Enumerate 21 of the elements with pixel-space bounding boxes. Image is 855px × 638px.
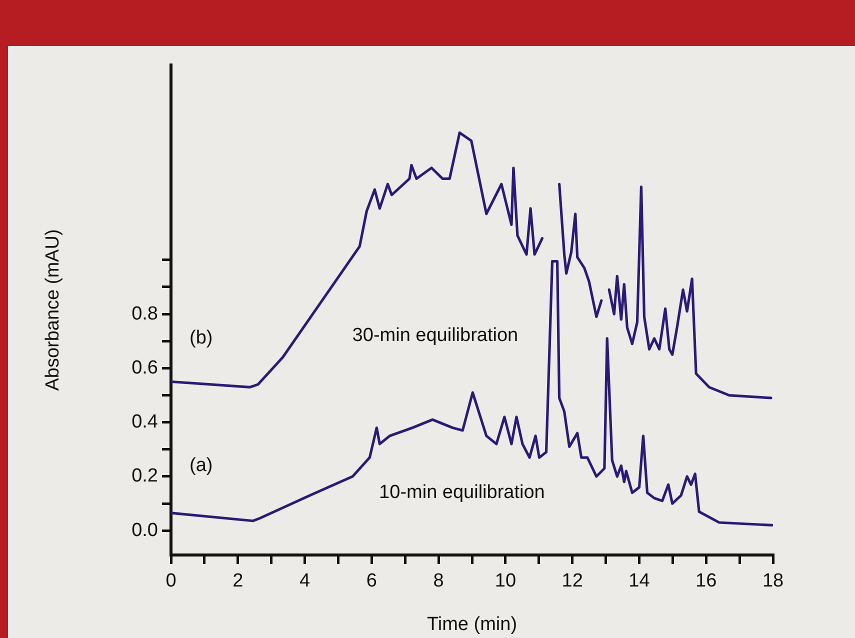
y-tick-label: 0.0 — [132, 520, 158, 541]
x-tick-label: 12 — [562, 570, 583, 592]
y-tick-label: 0.2 — [132, 466, 158, 487]
annotation: 30-min equilibration — [352, 324, 518, 346]
x-tick-label: 10 — [494, 570, 516, 592]
annotation: 10-min equilibration — [379, 482, 545, 503]
x-axis-title: Time (min) — [426, 614, 518, 635]
y-tick-label: 0.8 — [132, 303, 158, 324]
x-tick-label: 18 — [762, 570, 784, 592]
annotation: (b) — [189, 328, 213, 349]
x-tick-label: 16 — [696, 570, 717, 592]
x-tick-label: 2 — [232, 570, 244, 592]
x-tick-label: 14 — [628, 570, 650, 592]
x-tick-label: 0 — [166, 570, 176, 592]
x-tick-label: 6 — [366, 570, 377, 592]
x-tick-label: 4 — [299, 570, 310, 592]
y-tick-label: 0.4 — [132, 412, 158, 433]
annotation: (a) — [189, 454, 213, 476]
y-tick-label: 0.6 — [132, 357, 158, 378]
y-axis-title: Absorbance (mAU) — [42, 229, 64, 391]
x-tick-label: 8 — [433, 570, 444, 592]
